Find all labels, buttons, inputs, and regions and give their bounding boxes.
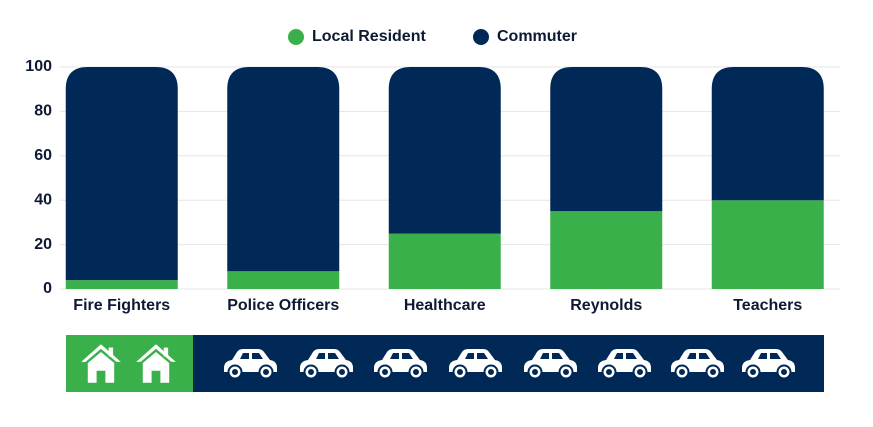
bar-segment [388,233,501,289]
legend-label: Commuter [497,28,577,45]
bar-segment [227,271,340,289]
bar-segment [65,280,178,289]
bar-segment [227,67,340,272]
y-tick-label: 0 [43,280,52,297]
bar-segment [711,67,824,201]
x-tick-label: Fire Fighters [73,297,170,314]
bar-segment [388,67,501,234]
y-tick-label: 80 [34,103,52,120]
resident-panel [66,335,194,392]
y-tick-label: 60 [34,147,52,164]
legend-swatch [288,29,304,45]
y-tick-label: 20 [34,236,52,253]
plot-area: 0 20 40 60 80 100 Fire Fighters Police Officers… [25,58,840,314]
legend-swatch [473,29,489,45]
bar-segment [65,67,178,281]
x-tick-label: Police Officers [227,297,339,314]
y-tick-label: 40 [34,191,52,208]
x-tick-label: Teachers [733,297,802,314]
commuter-panel [193,335,824,392]
x-tick-label: Healthcare [404,297,486,314]
x-tick-label: Reynolds [570,297,642,314]
bar-segment [711,200,824,289]
bar-segment [550,67,663,212]
y-tick-label: 100 [25,58,52,75]
legend: Local Resident Commuter [288,28,577,45]
bar-segment [550,211,663,289]
legend-label: Local Resident [312,28,426,45]
